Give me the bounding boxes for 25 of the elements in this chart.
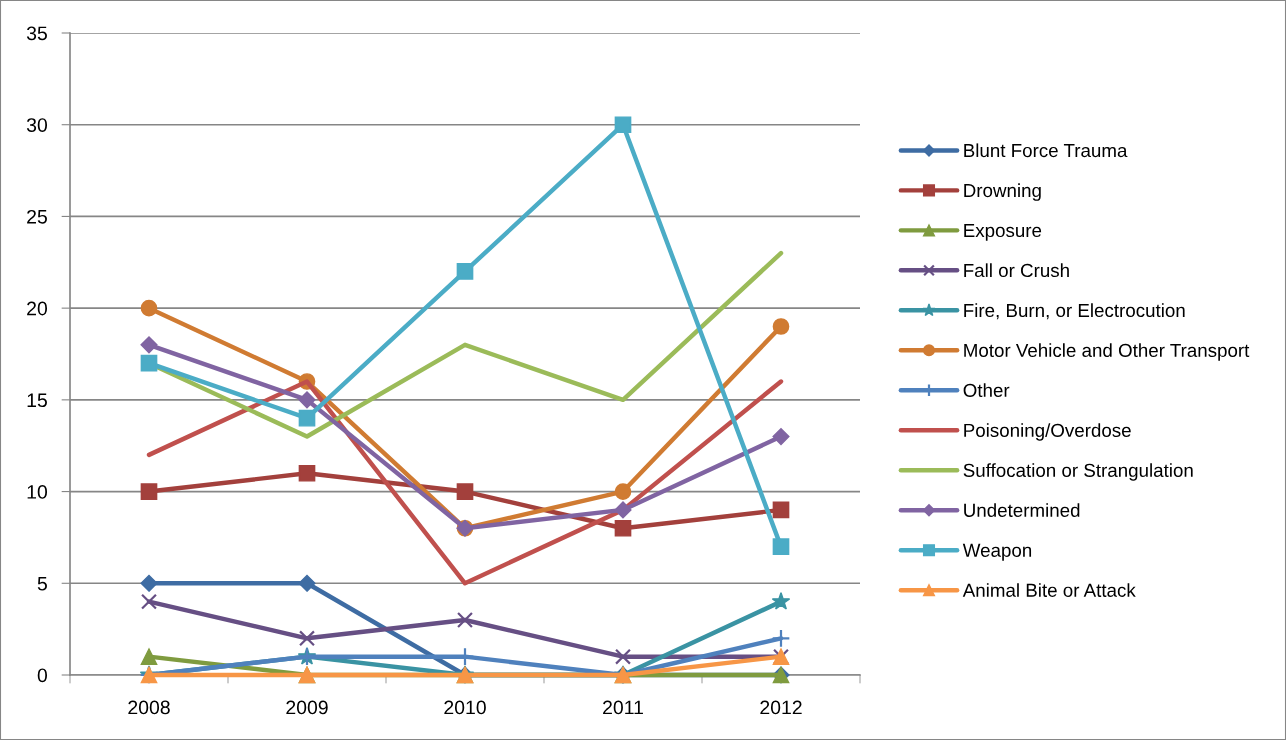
y-tick-label: 30	[26, 118, 48, 132]
legend-label: Drowning	[964, 183, 1041, 201]
y-tick-label: 10	[27, 485, 48, 499]
legend-label: Fall or Crush	[964, 263, 1069, 278]
x-tick-label: 2010	[444, 700, 486, 715]
legend-label: Fire, Burn, or Electrocution	[964, 303, 1185, 320]
y-tick-label: 35	[26, 26, 47, 41]
legend-label: Animal Bite or Attack	[962, 583, 1136, 597]
legend-label: Suffocation or Strangulation	[963, 463, 1193, 481]
x-tick-label: 2011	[603, 700, 643, 715]
legend-label: Other	[963, 383, 1010, 398]
x-tick-label: 2008	[128, 700, 170, 715]
legend-label: Poisoning/Overdose	[964, 423, 1131, 441]
y-tick-label: 15	[27, 393, 47, 408]
legend-label: Motor Vehicle and Other Transport	[964, 343, 1250, 361]
legend-label: Blunt Force Trauma	[964, 143, 1128, 158]
x-tick-label: 2009	[286, 700, 328, 715]
legend-label: Undetermined	[964, 503, 1080, 517]
y-tick-label: 5	[37, 576, 47, 591]
x-tick-label: 2012	[760, 700, 802, 715]
y-tick-label: 20	[27, 301, 48, 316]
y-tick-label: 25	[27, 209, 47, 224]
y-tick-label: 0	[37, 668, 48, 683]
legend-label: Exposure	[964, 224, 1042, 241]
legend-label: Weapon	[962, 543, 1032, 561]
